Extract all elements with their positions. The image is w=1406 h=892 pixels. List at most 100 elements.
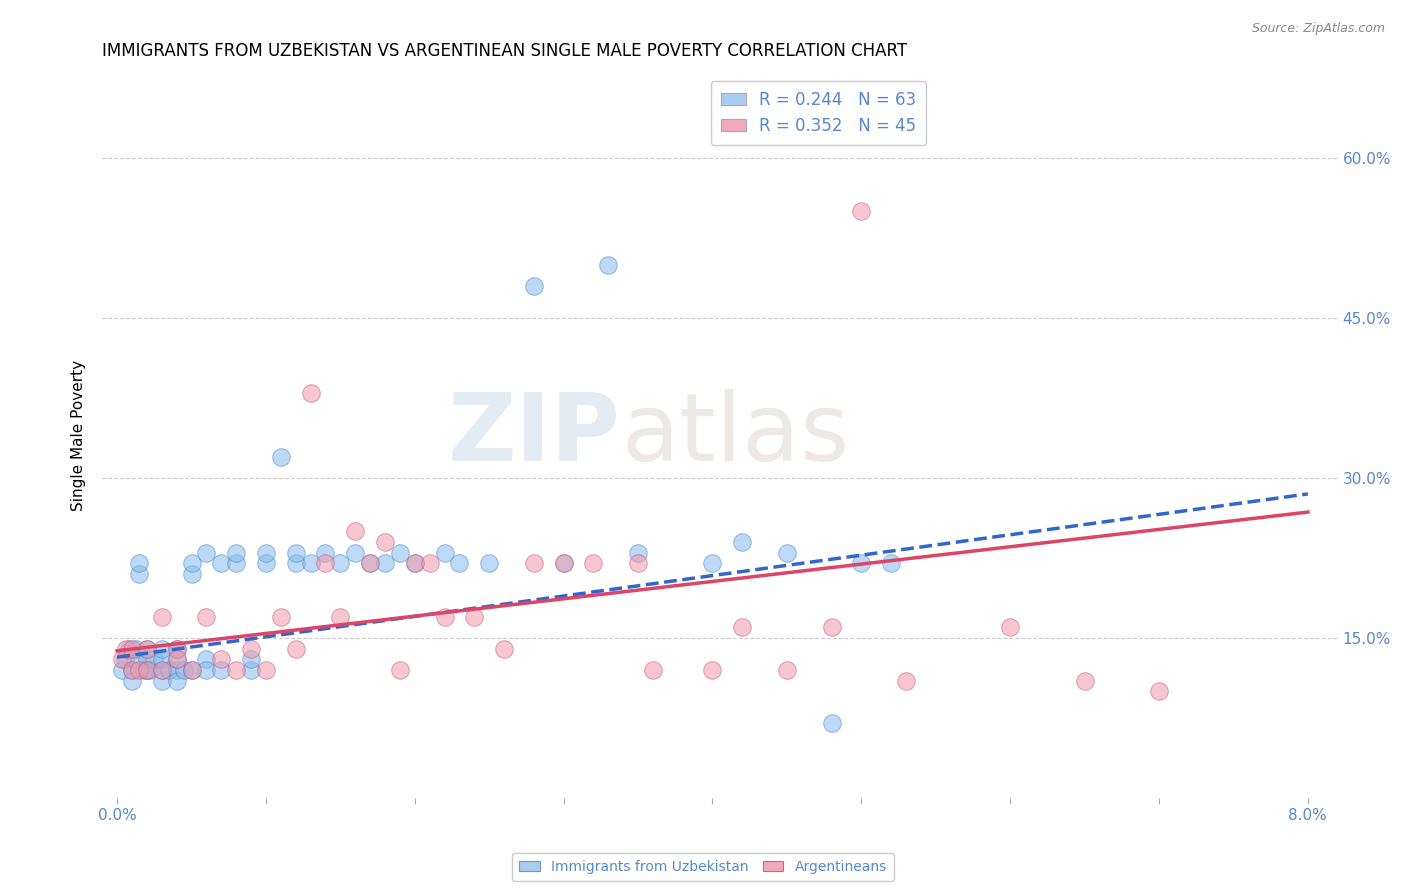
Point bbox=[776, 663, 799, 677]
Point bbox=[523, 557, 546, 571]
Point bbox=[731, 535, 754, 549]
Point bbox=[150, 652, 173, 666]
Point bbox=[240, 663, 263, 677]
Point bbox=[128, 663, 150, 677]
Point bbox=[135, 663, 157, 677]
Point bbox=[627, 546, 650, 560]
Point bbox=[128, 566, 150, 581]
Point bbox=[598, 258, 620, 272]
Point bbox=[173, 663, 195, 677]
Point bbox=[1147, 684, 1170, 698]
Point bbox=[359, 557, 381, 571]
Text: ZIP: ZIP bbox=[449, 389, 621, 482]
Point bbox=[115, 641, 138, 656]
Point bbox=[702, 557, 724, 571]
Point bbox=[463, 609, 485, 624]
Point bbox=[998, 620, 1021, 634]
Point bbox=[627, 557, 650, 571]
Point bbox=[114, 652, 136, 666]
Point bbox=[284, 557, 307, 571]
Point bbox=[166, 673, 188, 688]
Point bbox=[553, 557, 575, 571]
Point bbox=[150, 673, 173, 688]
Point bbox=[433, 609, 456, 624]
Point bbox=[125, 641, 148, 656]
Point bbox=[180, 663, 202, 677]
Point bbox=[157, 663, 180, 677]
Point bbox=[110, 663, 132, 677]
Point bbox=[209, 557, 232, 571]
Point bbox=[139, 663, 162, 677]
Point bbox=[195, 609, 218, 624]
Point bbox=[121, 663, 143, 677]
Point bbox=[150, 609, 173, 624]
Point bbox=[135, 641, 157, 656]
Point bbox=[121, 641, 143, 656]
Point bbox=[388, 663, 411, 677]
Point bbox=[180, 663, 202, 677]
Point bbox=[225, 663, 247, 677]
Point bbox=[270, 450, 292, 464]
Point bbox=[582, 557, 605, 571]
Text: IMMIGRANTS FROM UZBEKISTAN VS ARGENTINEAN SINGLE MALE POVERTY CORRELATION CHART: IMMIGRANTS FROM UZBEKISTAN VS ARGENTINEA… bbox=[103, 42, 907, 60]
Point bbox=[776, 546, 799, 560]
Point bbox=[143, 652, 166, 666]
Point bbox=[128, 557, 150, 571]
Point bbox=[880, 557, 903, 571]
Point bbox=[314, 557, 336, 571]
Point bbox=[299, 557, 322, 571]
Point bbox=[419, 557, 441, 571]
Point bbox=[820, 620, 842, 634]
Point bbox=[166, 663, 188, 677]
Point bbox=[894, 673, 917, 688]
Point bbox=[195, 663, 218, 677]
Legend: Immigrants from Uzbekistan, Argentineans: Immigrants from Uzbekistan, Argentineans bbox=[512, 853, 894, 880]
Point bbox=[166, 652, 188, 666]
Point bbox=[121, 663, 143, 677]
Point bbox=[344, 546, 367, 560]
Point bbox=[166, 641, 188, 656]
Point bbox=[284, 546, 307, 560]
Point bbox=[404, 557, 426, 571]
Point bbox=[209, 652, 232, 666]
Point bbox=[254, 546, 277, 560]
Point bbox=[449, 557, 471, 571]
Point bbox=[254, 663, 277, 677]
Point bbox=[731, 620, 754, 634]
Point bbox=[523, 278, 546, 293]
Point bbox=[553, 557, 575, 571]
Point bbox=[135, 652, 157, 666]
Point bbox=[195, 546, 218, 560]
Point bbox=[110, 652, 132, 666]
Point bbox=[150, 663, 173, 677]
Point bbox=[135, 663, 157, 677]
Point bbox=[702, 663, 724, 677]
Text: Source: ZipAtlas.com: Source: ZipAtlas.com bbox=[1251, 22, 1385, 36]
Point bbox=[121, 673, 143, 688]
Point bbox=[433, 546, 456, 560]
Point bbox=[359, 557, 381, 571]
Point bbox=[180, 557, 202, 571]
Point bbox=[388, 546, 411, 560]
Point bbox=[329, 557, 352, 571]
Y-axis label: Single Male Poverty: Single Male Poverty bbox=[72, 359, 86, 511]
Point bbox=[329, 609, 352, 624]
Point bbox=[641, 663, 664, 677]
Point bbox=[254, 557, 277, 571]
Point bbox=[209, 663, 232, 677]
Point bbox=[166, 652, 188, 666]
Point bbox=[180, 566, 202, 581]
Point bbox=[374, 557, 396, 571]
Point bbox=[314, 546, 336, 560]
Point bbox=[374, 535, 396, 549]
Point bbox=[225, 546, 247, 560]
Point bbox=[404, 557, 426, 571]
Point bbox=[344, 524, 367, 539]
Point bbox=[299, 385, 322, 400]
Point bbox=[124, 652, 146, 666]
Point bbox=[1073, 673, 1095, 688]
Point bbox=[132, 663, 155, 677]
Point bbox=[270, 609, 292, 624]
Point bbox=[150, 641, 173, 656]
Point bbox=[195, 652, 218, 666]
